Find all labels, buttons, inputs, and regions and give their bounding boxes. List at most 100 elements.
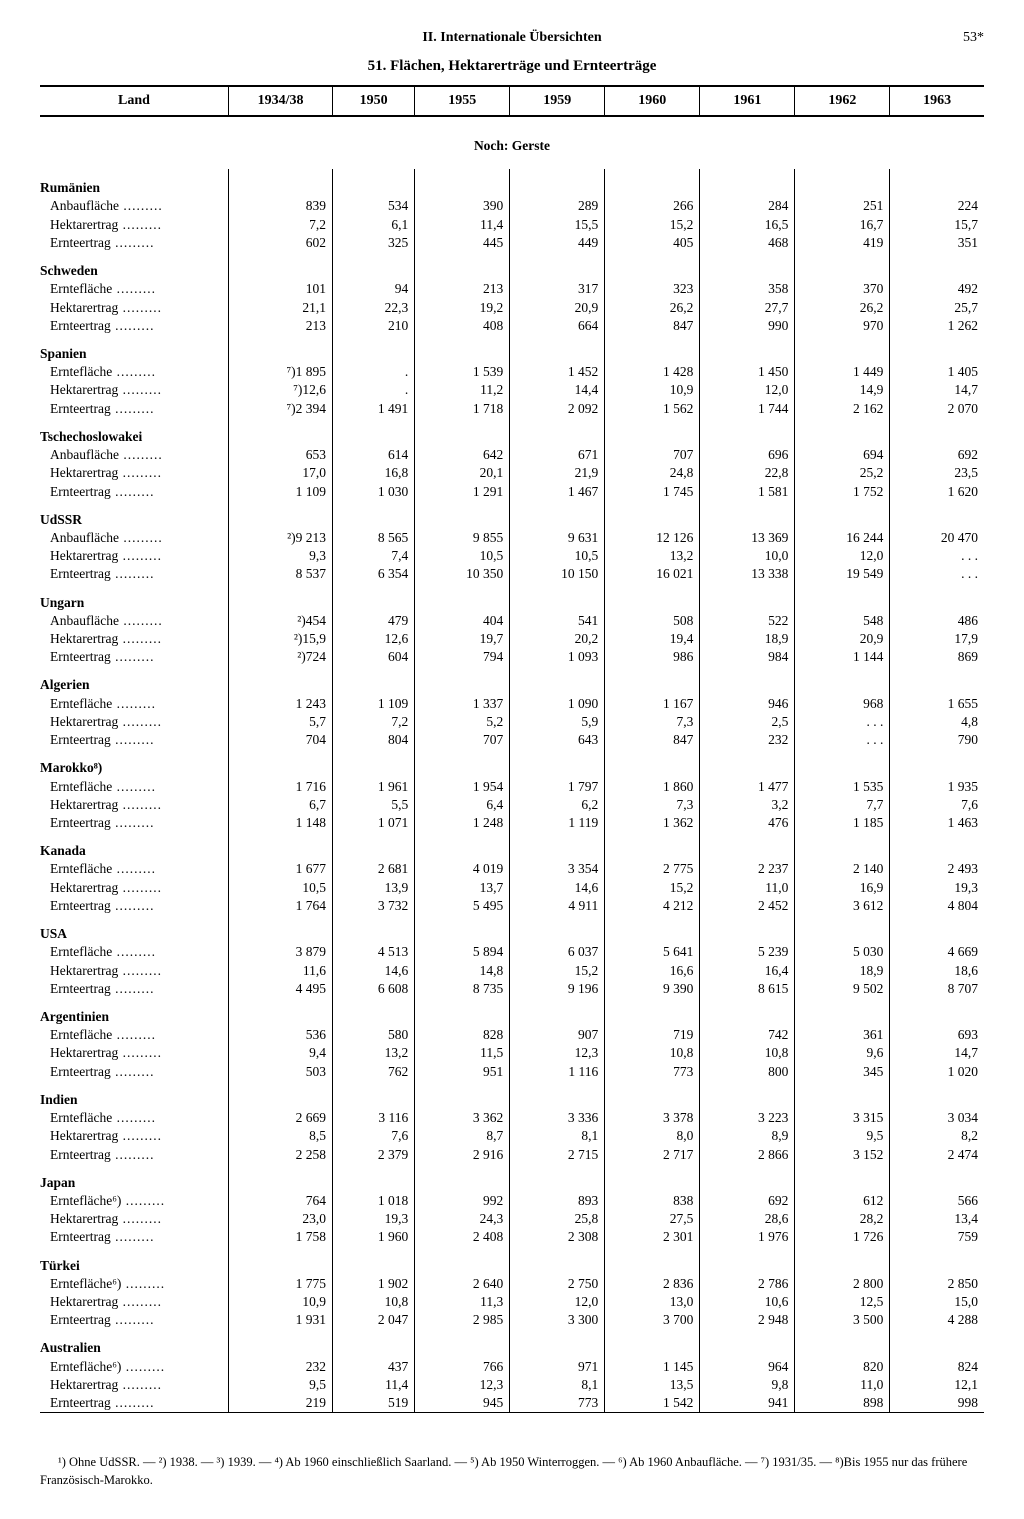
data-cell: 893: [510, 1192, 605, 1210]
data-cell: 476: [700, 814, 795, 832]
data-cell: 1 562: [605, 400, 700, 418]
data-cell: 11,0: [795, 1376, 890, 1394]
data-cell: 14,7: [890, 381, 984, 399]
data-cell: 1 542: [605, 1394, 700, 1413]
data-cell: 541: [510, 612, 605, 630]
row-label: Erntefläche: [40, 860, 229, 878]
data-cell: 704: [229, 731, 333, 749]
data-table: Land1934/381950195519591960196119621963 …: [40, 85, 984, 1414]
row-label: Ernteertrag: [40, 1063, 229, 1081]
country-name: Schweden: [40, 252, 229, 280]
row-label: Hektarertrag: [40, 1127, 229, 1145]
data-cell: 5 495: [415, 897, 510, 915]
data-cell: 1 581: [700, 483, 795, 501]
data-cell: 3 879: [229, 943, 333, 961]
row-label: Hektarertrag: [40, 1210, 229, 1228]
data-cell: 351: [890, 234, 984, 252]
data-cell: 2 408: [415, 1228, 510, 1246]
data-cell: 2 916: [415, 1146, 510, 1164]
data-cell: ⁷)12,6: [229, 381, 333, 399]
data-cell: 2 301: [605, 1228, 700, 1246]
data-cell: 612: [795, 1192, 890, 1210]
country-name: Kanada: [40, 832, 229, 860]
data-cell: 3 034: [890, 1109, 984, 1127]
data-cell: 20 470: [890, 529, 984, 547]
data-cell: 7,2: [333, 713, 415, 731]
data-cell: 692: [890, 446, 984, 464]
data-cell: 14,9: [795, 381, 890, 399]
data-cell: 3 500: [795, 1311, 890, 1329]
row-label: Ernteertrag: [40, 1146, 229, 1164]
country-name: Türkei: [40, 1247, 229, 1275]
data-cell: 971: [510, 1358, 605, 1376]
data-cell: 1 539: [415, 363, 510, 381]
data-cell: 3 354: [510, 860, 605, 878]
data-cell: 408: [415, 317, 510, 335]
data-cell: 213: [229, 317, 333, 335]
data-cell: 580: [333, 1026, 415, 1044]
data-cell: 13 369: [700, 529, 795, 547]
data-cell: 5 239: [700, 943, 795, 961]
row-label: Hektarertrag: [40, 962, 229, 980]
data-cell: 12 126: [605, 529, 700, 547]
data-cell: 1 677: [229, 860, 333, 878]
data-cell: 2 800: [795, 1275, 890, 1293]
data-cell: 990: [700, 317, 795, 335]
data-cell: 6,1: [333, 216, 415, 234]
data-cell: 210: [333, 317, 415, 335]
data-cell: 16,5: [700, 216, 795, 234]
data-cell: 2 047: [333, 1311, 415, 1329]
data-cell: 1 119: [510, 814, 605, 832]
data-cell: 28,2: [795, 1210, 890, 1228]
data-cell: 9 196: [510, 980, 605, 998]
data-cell: 10,9: [605, 381, 700, 399]
data-cell: 5,7: [229, 713, 333, 731]
data-cell: 1 144: [795, 648, 890, 666]
data-cell: 13,4: [890, 1210, 984, 1228]
data-cell: 1 752: [795, 483, 890, 501]
data-cell: 16,4: [700, 962, 795, 980]
data-cell: 2 775: [605, 860, 700, 878]
data-cell: 1 093: [510, 648, 605, 666]
data-cell: 5,2: [415, 713, 510, 731]
data-cell: 21,1: [229, 299, 333, 317]
data-cell: 1 718: [415, 400, 510, 418]
row-label: Ernteertrag: [40, 483, 229, 501]
data-cell: 602: [229, 234, 333, 252]
data-cell: 9 390: [605, 980, 700, 998]
data-cell: 1 450: [700, 363, 795, 381]
data-cell: 671: [510, 446, 605, 464]
data-cell: 907: [510, 1026, 605, 1044]
country-name: Australien: [40, 1329, 229, 1357]
data-cell: 317: [510, 280, 605, 298]
data-cell: 8 707: [890, 980, 984, 998]
data-cell: 992: [415, 1192, 510, 1210]
data-cell: 4 804: [890, 897, 984, 915]
data-cell: 1 960: [333, 1228, 415, 1246]
data-cell: 12,0: [700, 381, 795, 399]
data-cell: 12,1: [890, 1376, 984, 1394]
data-cell: 4 911: [510, 897, 605, 915]
col-header-year: 1961: [700, 86, 795, 116]
data-cell: 7,2: [229, 216, 333, 234]
data-cell: 10,8: [605, 1044, 700, 1062]
data-cell: 11,4: [415, 216, 510, 234]
data-cell: 1 467: [510, 483, 605, 501]
data-cell: 449: [510, 234, 605, 252]
data-cell: 804: [333, 731, 415, 749]
data-cell: 20,2: [510, 630, 605, 648]
data-cell: 3 378: [605, 1109, 700, 1127]
data-cell: 15,5: [510, 216, 605, 234]
data-cell: 548: [795, 612, 890, 630]
data-cell: 2 258: [229, 1146, 333, 1164]
data-cell: 479: [333, 612, 415, 630]
data-cell: . . .: [795, 731, 890, 749]
data-cell: 9,8: [700, 1376, 795, 1394]
data-cell: 14,8: [415, 962, 510, 980]
data-cell: 8,1: [510, 1376, 605, 1394]
data-cell: 1 452: [510, 363, 605, 381]
data-cell: 15,7: [890, 216, 984, 234]
data-cell: 1 291: [415, 483, 510, 501]
country-name: USA: [40, 915, 229, 943]
data-cell: 1 167: [605, 695, 700, 713]
